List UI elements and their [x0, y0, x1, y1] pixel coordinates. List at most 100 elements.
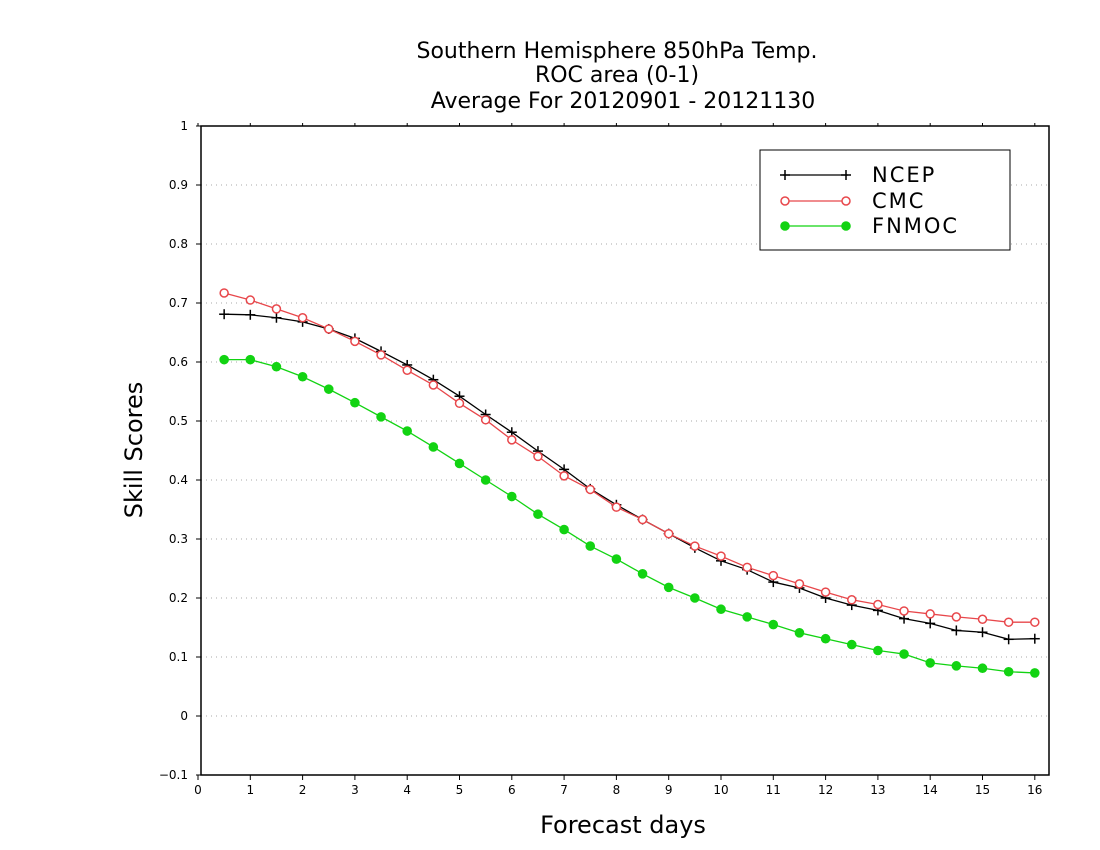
data-point-cmc [324, 324, 334, 334]
y-tick-label: 0.2 [169, 591, 188, 605]
data-point-ncep [1029, 633, 1040, 644]
series-line-fnmoc [224, 358, 1035, 674]
y-tick-label: 0.9 [169, 178, 188, 192]
data-point-fnmoc [533, 509, 543, 520]
title-line-3: Average For 20120901 - 20121130 [431, 89, 816, 114]
data-point-fnmoc [585, 541, 596, 551]
data-point-fnmoc [271, 361, 282, 372]
data-point-fnmoc [219, 354, 229, 365]
data-point-cmc [428, 380, 439, 390]
data-point-cmc [611, 502, 622, 512]
data-point-fnmoc [716, 604, 726, 615]
data-point-fnmoc [350, 397, 360, 408]
x-tick-label: 5 [456, 783, 464, 797]
x-tick-label: 3 [351, 783, 359, 797]
data-point-cmc [350, 336, 360, 347]
legend-marker-fnmoc [841, 221, 851, 231]
x-tick-label: 13 [870, 783, 885, 797]
data-point-ncep [245, 309, 256, 320]
y-tick-label: 0 [180, 709, 188, 723]
y-axis-label: Skill Scores [120, 382, 148, 519]
data-point-fnmoc [873, 645, 883, 656]
data-point-cmc [925, 609, 935, 619]
data-point-cmc [716, 551, 726, 561]
series-fnmoc [219, 354, 1040, 678]
data-point-fnmoc [846, 639, 857, 650]
data-point-cmc [219, 288, 229, 298]
y-tick-label: −0.1 [159, 768, 188, 782]
series-line-ncep [224, 313, 1035, 640]
series-cmc [219, 288, 1040, 627]
data-point-fnmoc [480, 475, 491, 485]
data-point-fnmoc [428, 442, 439, 452]
data-point-fnmoc [454, 458, 465, 469]
x-axis-label: Forecast days [540, 811, 706, 839]
series-ncep [219, 309, 1040, 645]
legend-label-cmc: CMC [872, 189, 925, 213]
x-tick-label: 7 [560, 783, 568, 797]
data-point-fnmoc [1030, 668, 1040, 678]
data-point-cmc [245, 295, 256, 305]
data-point-ncep [951, 625, 962, 636]
data-point-fnmoc [297, 371, 308, 382]
data-point-fnmoc [690, 593, 700, 603]
data-point-fnmoc [899, 649, 909, 659]
data-point-fnmoc [1003, 666, 1014, 677]
y-tick-label: 1 [180, 119, 188, 133]
data-point-fnmoc [742, 612, 752, 622]
data-point-ncep [219, 309, 230, 320]
data-point-cmc [559, 471, 569, 481]
data-point-fnmoc [663, 582, 674, 593]
y-tick-label: 0.7 [169, 296, 188, 310]
legend: NCEP CMC FNMOC [759, 149, 1011, 251]
data-point-cmc [585, 484, 595, 495]
y-tick-label: 0.6 [169, 355, 188, 369]
x-tick-label: 14 [923, 783, 938, 797]
y-tick-label: 0.1 [169, 650, 188, 664]
axes: −0.100.10.20.30.40.50.60.70.80.910 1 2 3 4 5 6… [159, 119, 1050, 797]
y-tick-label: 0.4 [169, 473, 188, 487]
legend-marker-cmc [780, 196, 790, 206]
x-tick-label: 10 [713, 783, 728, 797]
data-point-cmc [951, 612, 962, 622]
data-point-fnmoc [951, 661, 962, 671]
data-point-cmc [507, 435, 517, 445]
data-point-cmc [297, 313, 308, 323]
legend-sample-cmc [780, 196, 851, 206]
data-point-cmc [533, 451, 543, 462]
series-line-cmc [223, 292, 1035, 623]
data-point-fnmoc [245, 354, 256, 365]
data-point-cmc [637, 514, 648, 525]
legend-sample-fnmoc [780, 221, 851, 231]
title-line-2: ROC area (0-1) [535, 63, 699, 88]
data-point-fnmoc [611, 554, 622, 564]
x-tick-label: 4 [403, 783, 411, 797]
data-point-fnmoc [794, 628, 805, 638]
title-line-1: Southern Hemisphere 850hPa Temp. [417, 39, 818, 64]
plot-frame [200, 125, 1050, 776]
y-tick-label: 0.5 [169, 414, 188, 428]
series-lines [219, 288, 1040, 678]
x-tick-label: 1 [246, 783, 254, 797]
data-point-cmc [820, 587, 831, 597]
data-point-cmc [402, 365, 412, 376]
data-point-fnmoc [559, 524, 569, 535]
data-point-cmc [663, 528, 674, 539]
x-tick-label: 8 [613, 783, 621, 797]
data-point-cmc [690, 541, 700, 551]
data-point-cmc [768, 570, 779, 581]
legend-marker-ncep [780, 170, 790, 180]
data-point-fnmoc [768, 619, 779, 630]
legend-marker-fnmoc [780, 221, 790, 231]
data-point-fnmoc [402, 426, 413, 436]
data-point-cmc [1030, 617, 1040, 627]
data-point-fnmoc [507, 491, 517, 502]
legend-marker-ncep [841, 170, 851, 180]
data-point-cmc [480, 415, 491, 425]
data-point-fnmoc [376, 412, 386, 422]
data-point-ncep [925, 618, 936, 629]
data-point-ncep [977, 627, 988, 638]
data-point-cmc [271, 304, 282, 314]
data-point-fnmoc [820, 633, 831, 644]
